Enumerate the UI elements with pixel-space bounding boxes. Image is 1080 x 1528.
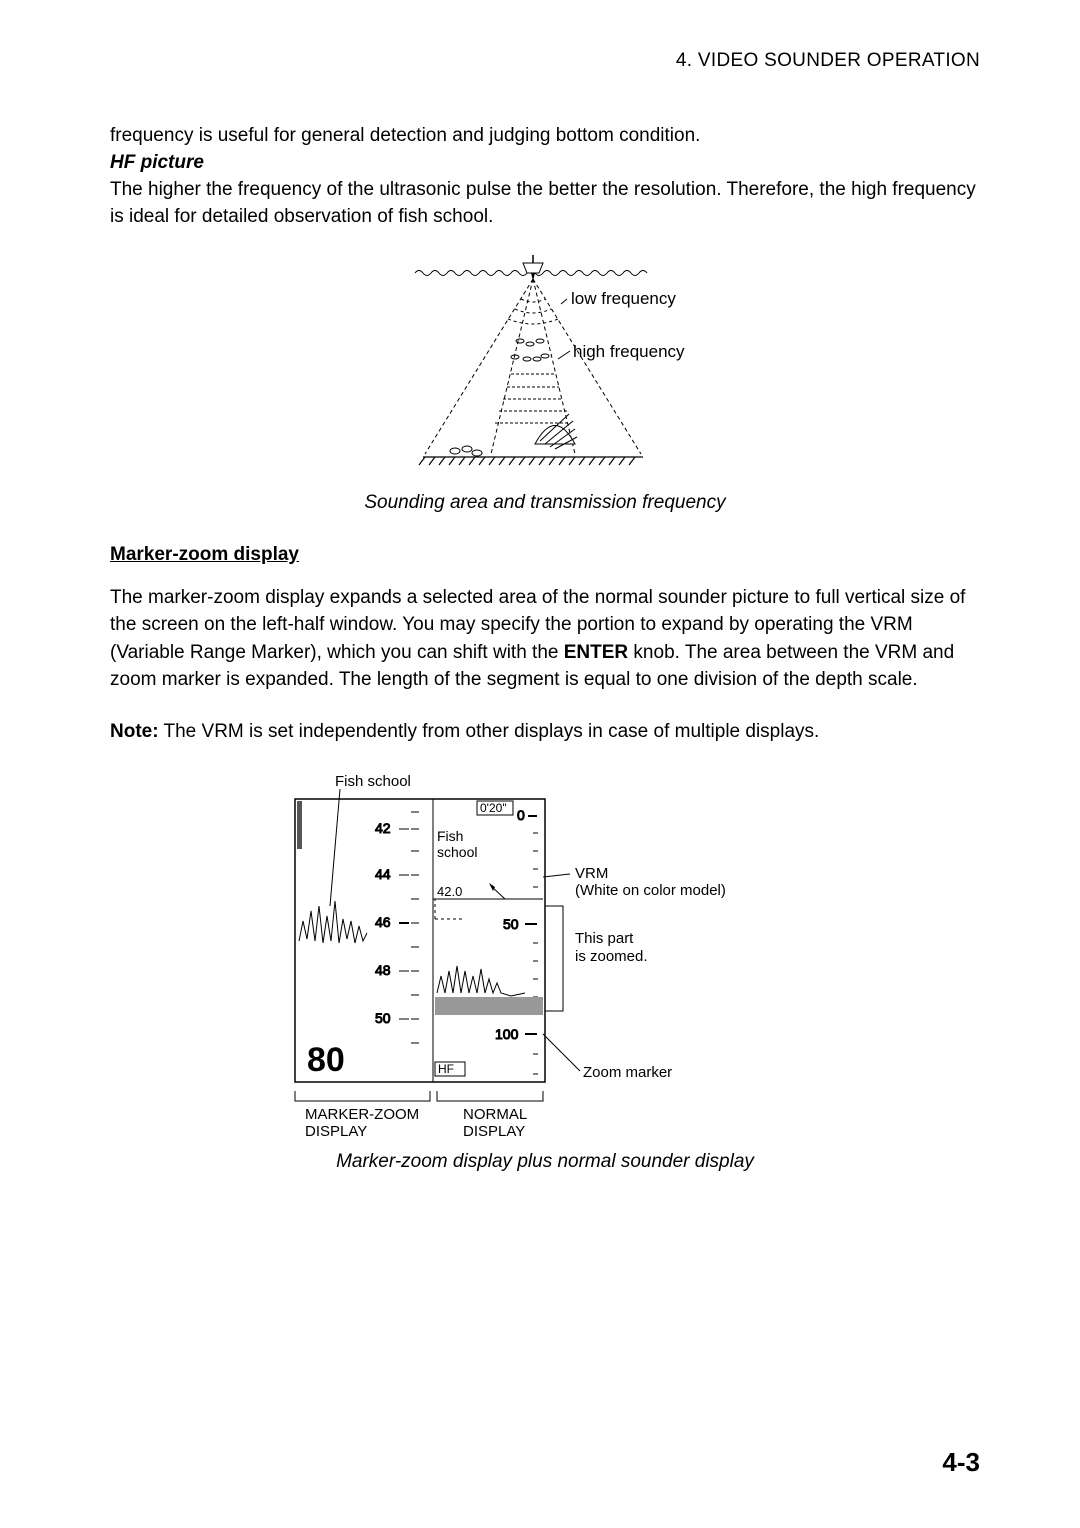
enter-knob-label: ENTER (564, 642, 628, 663)
figure-1-caption: Sounding area and transmission frequency (110, 492, 980, 514)
left-tick-48: 48 (375, 962, 391, 978)
intro-line: frequency is useful for general detectio… (110, 122, 980, 150)
figure-2-marker-zoom: 42 44 46 48 50 80 0'20" 0 50 (110, 771, 980, 1141)
page-number: 4-3 (942, 1447, 980, 1478)
zoom-marker-label: Zoom marker (583, 1064, 672, 1081)
marker-zoom-display-label: MARKER-ZOOM (305, 1106, 419, 1123)
left-tick-50: 50 (375, 1010, 391, 1026)
figure-2-caption: Marker-zoom display plus normal sounder … (110, 1151, 980, 1173)
this-part-label: This part (575, 930, 634, 947)
note-paragraph: Note: The VRM is set independently from … (110, 718, 980, 746)
vrm-label: VRM (575, 865, 608, 882)
normal-display-label2: DISPLAY (463, 1123, 525, 1140)
left-tick-46: 46 (375, 914, 391, 930)
marker-zoom-svg: 42 44 46 48 50 80 0'20" 0 50 (285, 771, 805, 1141)
fish-school-top-label: Fish school (335, 773, 411, 790)
right-tick-50: 50 (503, 916, 519, 932)
hf-box: HF (438, 1062, 454, 1076)
left-tick-44: 44 (375, 866, 391, 882)
left-tick-42: 42 (375, 820, 391, 836)
note-text: The VRM is set independently from other … (159, 721, 820, 742)
hf-picture-title: HF picture (110, 152, 980, 174)
marker-zoom-paragraph: The marker-zoom display expands a select… (110, 584, 980, 694)
fish-school-inner-label2: school (437, 844, 477, 860)
low-frequency-label: low frequency (571, 289, 676, 308)
vrm-sublabel: (White on color model) (575, 882, 726, 899)
vrm-value: 42.0 (437, 884, 462, 899)
normal-display-label: NORMAL (463, 1106, 527, 1123)
right-tick-0: 0 (517, 807, 525, 823)
is-zoomed-label: is zoomed. (575, 948, 648, 965)
hf-paragraph: The higher the frequency of the ultrason… (110, 176, 980, 231)
depth-readout: 80 (307, 1041, 345, 1079)
high-frequency-label: high frequency (573, 342, 685, 361)
chapter-header: 4. VIDEO SOUNDER OPERATION (110, 50, 980, 72)
figure-1-sounding-area: low frequency high frequency (110, 249, 980, 484)
marker-zoom-heading: Marker-zoom display (110, 544, 980, 566)
sounding-diagram-svg: low frequency high frequency (385, 249, 705, 479)
marker-zoom-display-label2: DISPLAY (305, 1123, 367, 1140)
right-tick-100: 100 (495, 1026, 519, 1042)
note-label: Note: (110, 721, 159, 742)
fish-school-inner-label: Fish (437, 828, 463, 844)
time-readout: 0'20" (480, 801, 507, 815)
